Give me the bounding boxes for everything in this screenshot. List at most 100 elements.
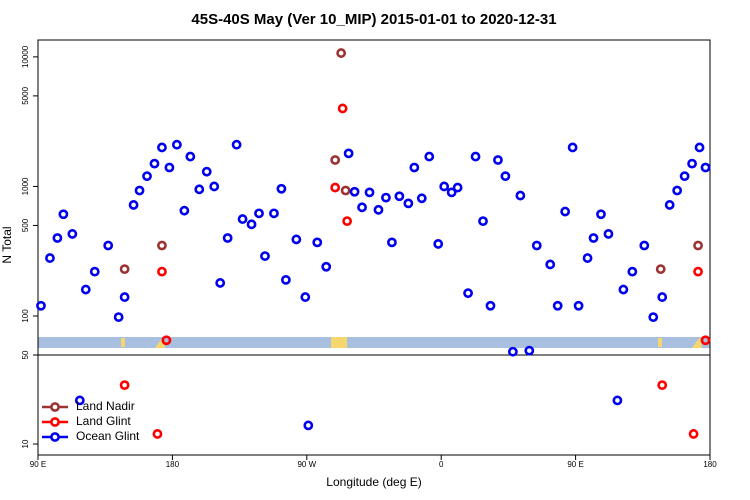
point bbox=[648, 312, 659, 323]
point bbox=[664, 200, 675, 210]
point bbox=[655, 264, 666, 275]
point bbox=[573, 300, 584, 311]
point bbox=[161, 335, 172, 346]
point bbox=[52, 233, 63, 243]
point bbox=[74, 395, 85, 406]
point bbox=[688, 429, 699, 439]
y-tick-label: 100 bbox=[21, 309, 30, 323]
point bbox=[149, 158, 160, 169]
band-patch bbox=[658, 338, 662, 347]
point bbox=[493, 155, 503, 165]
legend-label: Land Glint bbox=[76, 414, 131, 428]
x-tick-label: 90 E bbox=[567, 460, 583, 469]
point bbox=[552, 300, 563, 311]
x-tick-label: 0 bbox=[439, 460, 444, 469]
point bbox=[209, 181, 220, 192]
point bbox=[336, 48, 347, 58]
y-tick-label: 10000 bbox=[21, 45, 30, 68]
point bbox=[693, 266, 703, 277]
point bbox=[545, 259, 556, 270]
point bbox=[485, 300, 496, 311]
point bbox=[349, 186, 360, 197]
point bbox=[439, 181, 450, 192]
x-tick-label: 90 W bbox=[297, 460, 316, 469]
point bbox=[694, 142, 705, 153]
point bbox=[357, 202, 367, 213]
x-axis-label: Longitude (deg E) bbox=[326, 475, 421, 489]
point bbox=[478, 216, 488, 227]
point bbox=[201, 166, 212, 177]
point bbox=[157, 266, 167, 277]
point bbox=[343, 148, 354, 159]
band bbox=[38, 337, 710, 348]
y-axis-label: N Total bbox=[0, 226, 14, 263]
point bbox=[215, 278, 226, 288]
point bbox=[179, 205, 190, 216]
point bbox=[627, 266, 638, 277]
point bbox=[657, 292, 668, 302]
upper-panel-frame bbox=[37, 39, 711, 356]
coverage-band bbox=[38, 337, 710, 348]
point bbox=[364, 187, 375, 198]
point bbox=[58, 209, 69, 220]
point bbox=[500, 171, 511, 182]
point bbox=[639, 240, 650, 251]
point bbox=[409, 162, 420, 173]
point bbox=[381, 192, 391, 203]
point bbox=[446, 187, 457, 198]
point bbox=[463, 288, 473, 299]
point bbox=[157, 142, 167, 153]
point bbox=[119, 264, 130, 275]
point bbox=[280, 274, 291, 285]
point bbox=[416, 193, 427, 204]
point bbox=[119, 292, 130, 302]
point bbox=[657, 380, 668, 391]
legend-label: Land Nadir bbox=[76, 399, 135, 413]
x-tick-label: 180 bbox=[166, 460, 180, 469]
point bbox=[588, 233, 599, 243]
point bbox=[394, 191, 405, 202]
point bbox=[342, 216, 353, 227]
point bbox=[103, 240, 114, 251]
point bbox=[321, 261, 332, 272]
point bbox=[269, 208, 279, 219]
point bbox=[157, 240, 167, 251]
point bbox=[700, 335, 711, 346]
y-tick-label: 10 bbox=[21, 439, 30, 448]
y-tick-label: 500 bbox=[21, 218, 30, 232]
point bbox=[515, 190, 526, 201]
point bbox=[524, 345, 535, 356]
point bbox=[603, 229, 614, 239]
point bbox=[330, 155, 341, 165]
point bbox=[152, 429, 163, 439]
point bbox=[531, 240, 542, 251]
point bbox=[612, 395, 623, 406]
chart-title: 45S-40S May (Ver 10_MIP) 2015-01-01 to 2… bbox=[191, 11, 556, 28]
point bbox=[185, 151, 196, 162]
point bbox=[128, 200, 139, 210]
point bbox=[618, 284, 629, 295]
point bbox=[424, 151, 435, 162]
point bbox=[89, 266, 100, 277]
point bbox=[373, 204, 384, 215]
legend-label: Ocean Glint bbox=[76, 429, 140, 443]
point bbox=[687, 158, 697, 169]
point bbox=[36, 300, 46, 311]
band-patch bbox=[692, 337, 702, 348]
point bbox=[291, 234, 302, 245]
point bbox=[596, 209, 606, 220]
band-patch bbox=[121, 338, 125, 347]
point bbox=[330, 182, 341, 193]
point bbox=[171, 139, 182, 150]
point bbox=[164, 162, 175, 173]
legend-marker bbox=[50, 402, 60, 412]
point bbox=[582, 253, 593, 263]
point bbox=[507, 346, 518, 357]
legend-marker bbox=[50, 432, 60, 442]
point bbox=[276, 183, 287, 194]
point bbox=[387, 237, 397, 248]
point bbox=[237, 214, 248, 224]
point bbox=[260, 251, 270, 261]
point bbox=[80, 284, 91, 295]
y-tick-label: 50 bbox=[21, 350, 30, 359]
